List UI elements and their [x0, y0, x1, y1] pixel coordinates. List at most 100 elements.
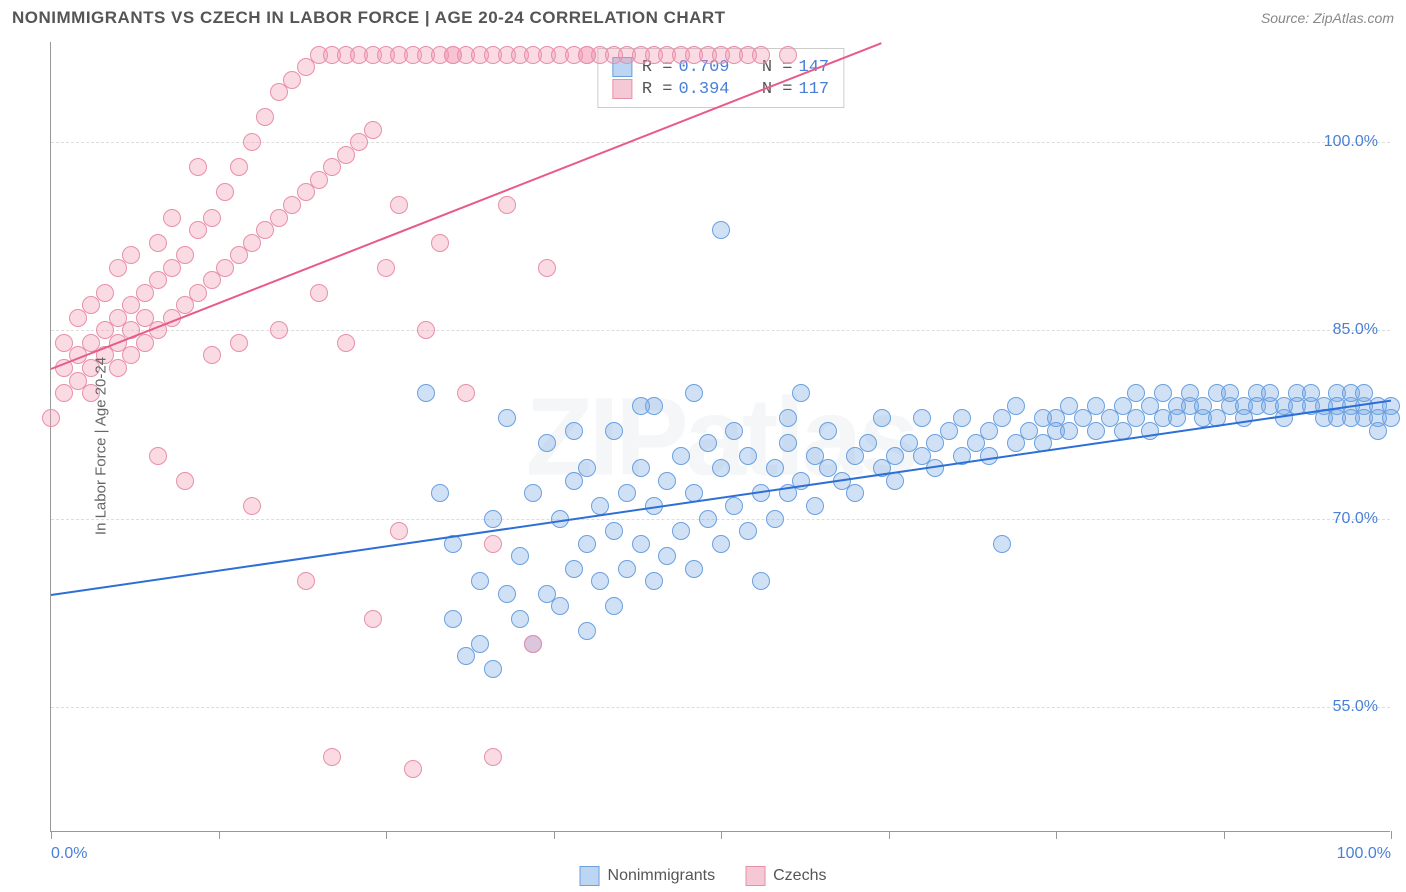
- scatter-point: [417, 321, 435, 339]
- scatter-point: [431, 484, 449, 502]
- scatter-point: [859, 434, 877, 452]
- scatter-point: [1007, 397, 1025, 415]
- scatter-point: [96, 284, 114, 302]
- scatter-point: [377, 259, 395, 277]
- scatter-point: [203, 346, 221, 364]
- scatter-point: [457, 384, 475, 402]
- stat-row: R =0.394 N =117: [612, 79, 829, 99]
- scatter-point: [819, 422, 837, 440]
- scatter-point: [163, 209, 181, 227]
- legend-item: Czechs: [745, 866, 826, 886]
- scatter-point: [189, 158, 207, 176]
- x-tick: [554, 831, 555, 839]
- scatter-point: [243, 497, 261, 515]
- scatter-point: [873, 409, 891, 427]
- scatter-point: [685, 560, 703, 578]
- scatter-point: [270, 321, 288, 339]
- scatter-point: [752, 572, 770, 590]
- scatter-point: [578, 535, 596, 553]
- scatter-point: [471, 635, 489, 653]
- scatter-point: [524, 484, 542, 502]
- scatter-point: [524, 635, 542, 653]
- scatter-point: [417, 384, 435, 402]
- scatter-point: [699, 434, 717, 452]
- scatter-point: [122, 246, 140, 264]
- scatter-point: [913, 409, 931, 427]
- scatter-point: [511, 610, 529, 628]
- gridline-h: [51, 330, 1390, 331]
- scatter-point: [578, 459, 596, 477]
- watermark: ZIPatlas: [526, 373, 916, 500]
- scatter-point: [42, 409, 60, 427]
- scatter-point: [471, 572, 489, 590]
- scatter-point: [310, 284, 328, 302]
- scatter-point: [779, 434, 797, 452]
- scatter-point: [230, 334, 248, 352]
- scatter-point: [725, 497, 743, 515]
- scatter-point: [498, 585, 516, 603]
- x-tick: [51, 831, 52, 839]
- legend-label: Nonimmigrants: [608, 867, 716, 885]
- scatter-point: [993, 535, 1011, 553]
- scatter-point: [578, 622, 596, 640]
- scatter-point: [766, 510, 784, 528]
- scatter-point: [792, 384, 810, 402]
- scatter-point: [806, 497, 824, 515]
- scatter-point: [779, 46, 797, 64]
- scatter-point: [605, 422, 623, 440]
- chart-plot-area: ZIPatlas R =0.709 N =147R =0.394 N =117 …: [50, 42, 1390, 832]
- scatter-point: [444, 610, 462, 628]
- scatter-point: [712, 535, 730, 553]
- scatter-point: [498, 409, 516, 427]
- x-tick-label: 100.0%: [1337, 845, 1391, 863]
- scatter-point: [390, 196, 408, 214]
- scatter-point: [699, 510, 717, 528]
- legend-swatch: [612, 79, 632, 99]
- scatter-point: [149, 234, 167, 252]
- y-tick-label: 55.0%: [1333, 698, 1378, 716]
- scatter-point: [953, 409, 971, 427]
- y-tick-label: 100.0%: [1324, 133, 1378, 151]
- scatter-point: [230, 158, 248, 176]
- legend-swatch: [580, 866, 600, 886]
- x-tick: [219, 831, 220, 839]
- scatter-point: [538, 434, 556, 452]
- scatter-point: [484, 660, 502, 678]
- scatter-point: [565, 560, 583, 578]
- scatter-point: [605, 597, 623, 615]
- scatter-point: [658, 472, 676, 490]
- scatter-point: [216, 183, 234, 201]
- x-tick-label: 0.0%: [51, 845, 87, 863]
- scatter-point: [538, 259, 556, 277]
- source-attribution: Source: ZipAtlas.com: [1261, 10, 1394, 26]
- scatter-point: [632, 459, 650, 477]
- scatter-point: [551, 597, 569, 615]
- bottom-legend: Nonimmigrants Czechs: [580, 866, 827, 886]
- trend-line: [51, 42, 883, 370]
- scatter-point: [511, 547, 529, 565]
- legend-label: Czechs: [773, 867, 826, 885]
- scatter-point: [725, 422, 743, 440]
- scatter-point: [176, 246, 194, 264]
- x-tick: [1391, 831, 1392, 839]
- scatter-point: [591, 572, 609, 590]
- y-tick-label: 70.0%: [1333, 510, 1378, 528]
- scatter-point: [846, 484, 864, 502]
- scatter-point: [484, 535, 502, 553]
- scatter-point: [203, 209, 221, 227]
- legend-item: Nonimmigrants: [580, 866, 716, 886]
- scatter-point: [980, 447, 998, 465]
- scatter-point: [565, 422, 583, 440]
- scatter-point: [337, 334, 355, 352]
- x-tick: [889, 831, 890, 839]
- scatter-point: [498, 196, 516, 214]
- y-tick-label: 85.0%: [1333, 321, 1378, 339]
- scatter-point: [739, 447, 757, 465]
- x-tick: [1056, 831, 1057, 839]
- scatter-point: [484, 510, 502, 528]
- scatter-point: [779, 409, 797, 427]
- scatter-point: [685, 384, 703, 402]
- scatter-point: [404, 760, 422, 778]
- scatter-point: [618, 484, 636, 502]
- chart-title: NONIMMIGRANTS VS CZECH IN LABOR FORCE | …: [12, 8, 726, 28]
